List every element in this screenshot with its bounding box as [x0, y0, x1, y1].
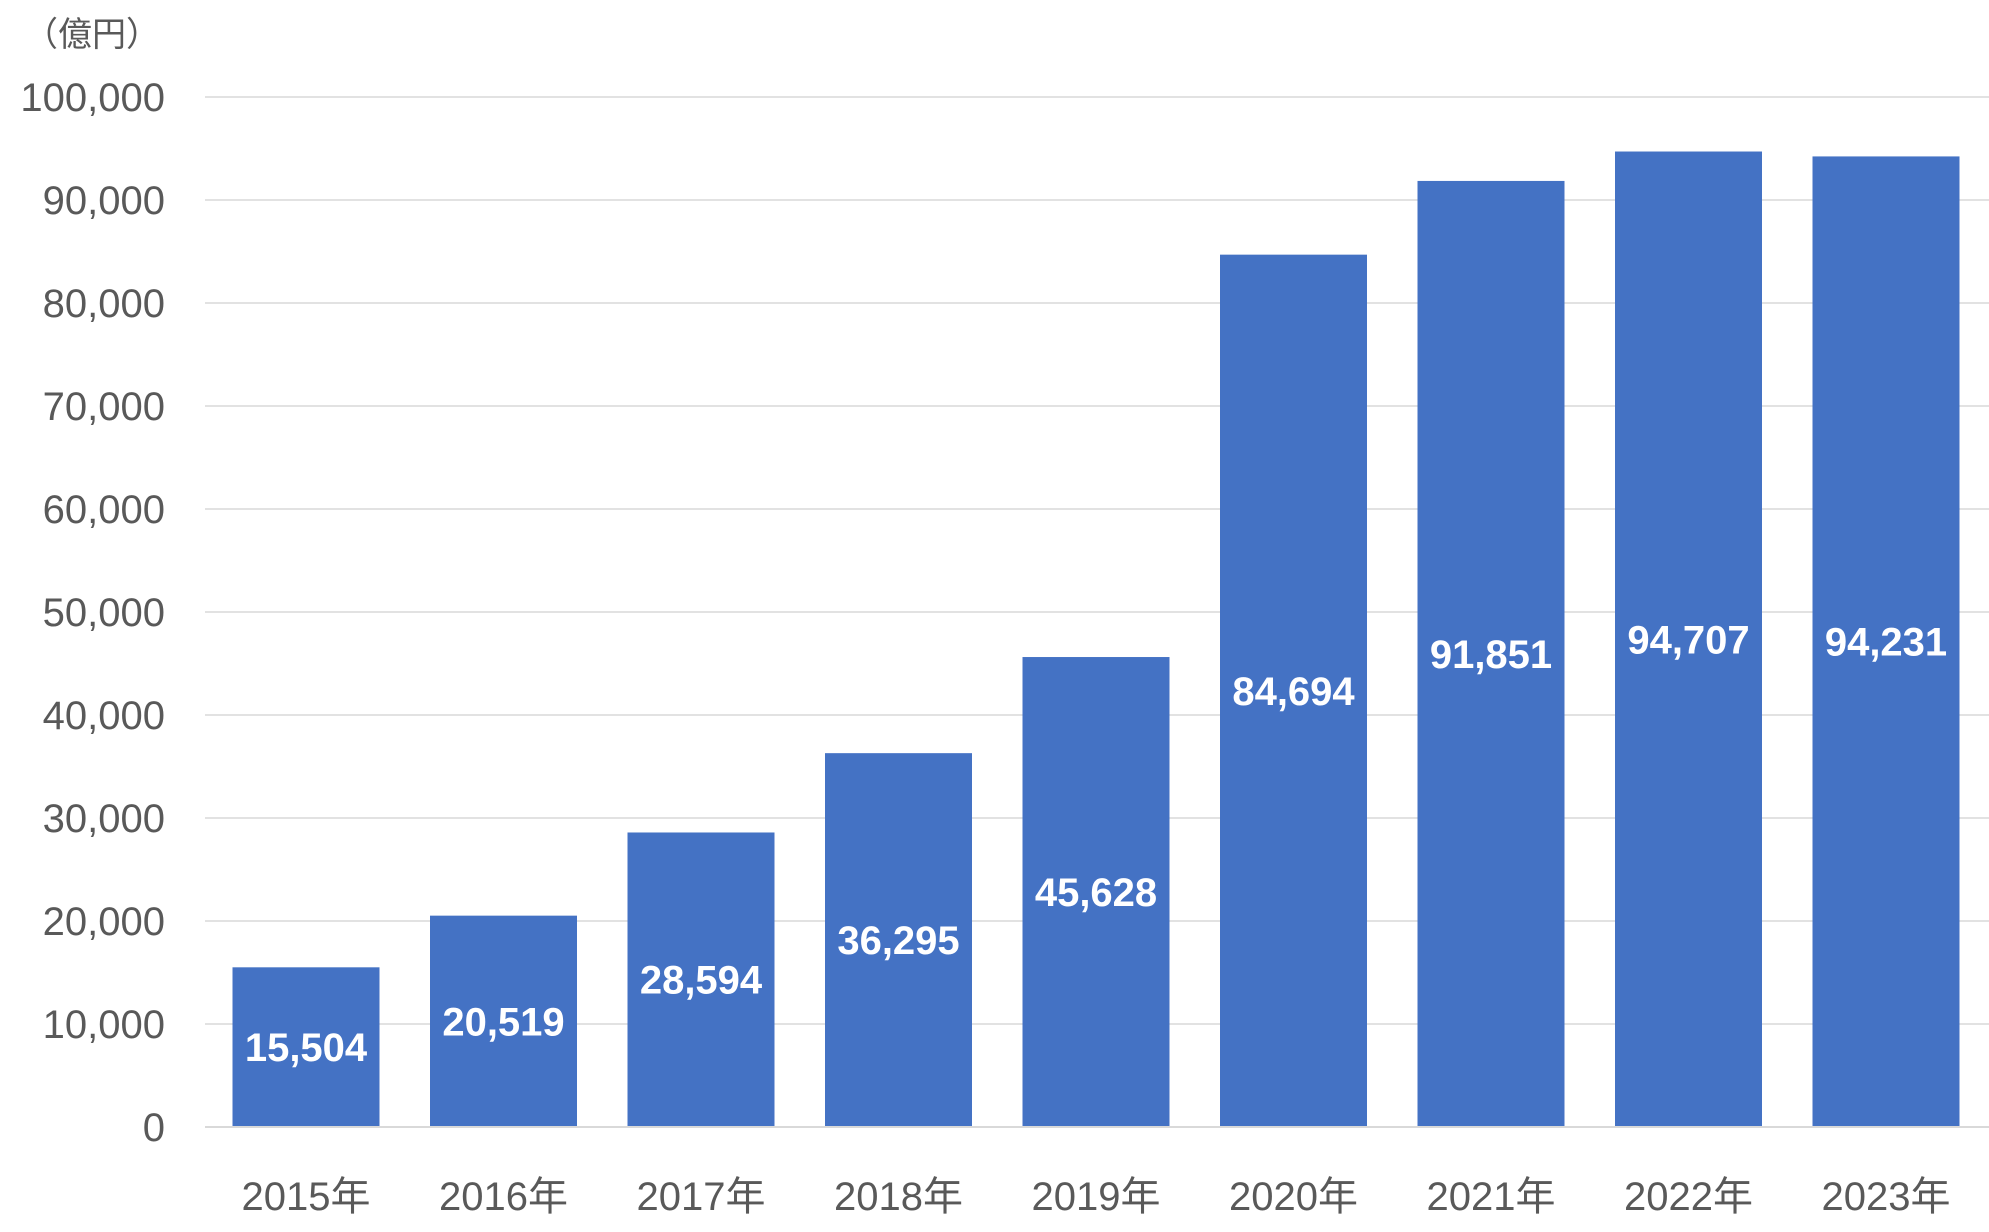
- bar-2018年: [825, 753, 972, 1127]
- bar-2022年: [1615, 151, 1762, 1128]
- x-tick-label: 2016年: [439, 1175, 568, 1219]
- y-unit-label: （億円）: [24, 15, 160, 55]
- bar-value-label: 94,231: [1825, 621, 1947, 665]
- bar-value-label: 91,851: [1430, 633, 1552, 677]
- x-tick-label: 2018年: [834, 1175, 963, 1219]
- y-tick-label: 40,000: [43, 694, 165, 738]
- bar-value-label: 28,594: [640, 959, 763, 1003]
- y-tick-label: 60,000: [43, 488, 165, 532]
- bar-2021年: [1417, 180, 1565, 1127]
- bar-2020年: [1220, 254, 1367, 1127]
- bar-2015年: [232, 967, 380, 1127]
- x-tick-label: 2015年: [242, 1175, 371, 1219]
- y-tick-label: 0: [143, 1106, 165, 1150]
- y-tick-label: 20,000: [43, 900, 165, 944]
- bar-2017年: [627, 832, 775, 1127]
- y-tick-label: 30,000: [43, 797, 165, 841]
- y-tick-label: 80,000: [43, 282, 165, 326]
- labels: （億円） 0 10,000 20,000 30,000 40,000 50,000 60,0…: [20, 15, 1950, 1219]
- bar-value-label: 94,707: [1627, 618, 1749, 662]
- bar-2023年: [1812, 156, 1960, 1127]
- bar-2016年: [430, 915, 577, 1127]
- y-tick-label: 50,000: [43, 591, 165, 635]
- bar-value-label: 36,295: [837, 919, 959, 963]
- bar-2019年: [1022, 657, 1170, 1127]
- x-tick-label: 2023年: [1822, 1175, 1951, 1219]
- x-tick-label: 2019年: [1032, 1175, 1161, 1219]
- bars: [232, 151, 1960, 1128]
- bar-value-label: 84,694: [1232, 670, 1355, 714]
- y-tick-label: 10,000: [43, 1003, 165, 1047]
- x-tick-label: 2021年: [1427, 1175, 1556, 1219]
- x-tick-label: 2020年: [1229, 1175, 1358, 1219]
- y-tick-label: 90,000: [43, 179, 165, 223]
- x-tick-label: 2017年: [637, 1175, 766, 1219]
- y-tick-label: 100,000: [20, 76, 165, 120]
- bar-value-label: 15,504: [245, 1026, 368, 1070]
- bar-value-label: 20,519: [442, 1000, 564, 1044]
- bar-value-label: 45,628: [1035, 871, 1157, 915]
- y-tick-label: 70,000: [43, 385, 165, 429]
- x-tick-label: 2022年: [1624, 1175, 1753, 1219]
